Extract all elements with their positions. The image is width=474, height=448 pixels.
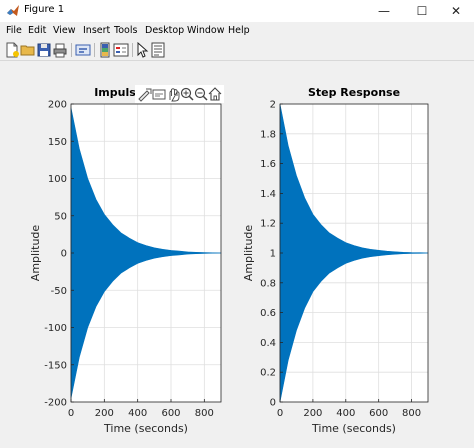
matlab-logo-icon	[7, 5, 19, 16]
menu-file[interactable]: File	[6, 25, 22, 36]
x-axis-label: Time (seconds)	[311, 422, 396, 435]
y-tick-label: 1.6	[260, 159, 276, 170]
x-axis-label: Time (seconds)	[103, 422, 188, 435]
y-tick-label: 100	[48, 174, 67, 185]
axes-toolbar	[135, 85, 224, 103]
restore-view-icon[interactable]	[208, 87, 222, 101]
title-bar: Figure 1 — ☐ ✕	[0, 0, 474, 22]
insert-legend-icon[interactable]	[113, 42, 129, 58]
maximize-icon: ☐	[416, 4, 428, 18]
y-tick-label: -50	[51, 286, 67, 297]
y-tick-label: 1.8	[260, 129, 276, 140]
x-tick-label: 400	[336, 408, 355, 419]
axes-impulse[interactable]: 0 200 400 600 800 -200 -150 -100 -50 0 50 100 150 200…	[29, 85, 224, 435]
window-title: Figure 1	[24, 4, 65, 15]
x-tick-label: 0	[277, 408, 283, 419]
save-icon[interactable]	[36, 42, 52, 58]
close-button[interactable]: ✕	[438, 0, 474, 22]
plots-svg: 0 200 400 600 800-200-150-100-50050100150200…	[29, 85, 429, 435]
chart-title: Impuls	[94, 86, 136, 99]
new-figure-icon[interactable]	[4, 42, 20, 58]
y-tick-label: 0	[61, 249, 67, 260]
x-tick-label: 600	[161, 408, 180, 419]
y-tick-label: -100	[44, 323, 67, 334]
y-tick-label: 1.2	[260, 219, 276, 230]
menu-help[interactable]: Help	[228, 25, 250, 36]
menu-edit[interactable]: Edit	[28, 25, 47, 36]
toolbar-separator	[94, 43, 95, 57]
minimize-button[interactable]: —	[366, 0, 402, 22]
figure-canvas: 0 200 400 600 800 -200 -150 -100 -50 0 50 100 150 200…	[0, 61, 474, 444]
menu-desktop[interactable]: Desktop	[145, 25, 185, 36]
y-tick-label: 50	[54, 211, 67, 222]
open-file-icon[interactable]	[20, 42, 36, 58]
toolbar-separator	[71, 43, 72, 57]
brush-icon[interactable]	[152, 89, 166, 100]
link-plot-icon[interactable]	[75, 42, 91, 58]
figure-toolbar	[0, 40, 474, 61]
menu-tools[interactable]: Tools	[114, 25, 138, 36]
axes-step-response[interactable]: 0 200 400 600 800 0 0.2 0.4 0.6 0.8 1 1.2 1.4 1.6 1.8 2…	[242, 86, 429, 435]
minimize-icon: —	[378, 4, 390, 18]
y-tick-label: 0.2	[260, 368, 276, 379]
zoom-out-icon[interactable]	[194, 87, 208, 101]
maximize-button[interactable]: ☐	[404, 0, 440, 22]
y-tick-label: 1	[270, 249, 276, 260]
x-tick-label: 800	[402, 408, 421, 419]
menu-window[interactable]: Window	[187, 25, 225, 36]
y-tick-label: 200	[48, 100, 67, 111]
y-axis-label: Amplitude	[242, 225, 255, 282]
property-inspector-icon[interactable]	[150, 42, 166, 58]
x-tick-label: 600	[369, 408, 388, 419]
axes-ticks: 0 200 400 600 800 0 0.2 0.4 0.6 0.8 1 1.2 1.4 1.6 1.8 2	[260, 100, 421, 420]
insert-colorbar-icon[interactable]	[97, 42, 113, 58]
y-tick-label: 1.4	[260, 189, 276, 200]
zoom-in-icon[interactable]	[180, 87, 194, 101]
y-tick-label: -150	[44, 360, 67, 371]
menu-bar: File Edit View Insert Tools Desktop Wind…	[0, 22, 474, 40]
menu-view[interactable]: View	[53, 25, 76, 36]
y-tick-label: 150	[48, 137, 67, 148]
chart-title: Step Response	[308, 86, 400, 99]
toolbar-separator	[132, 43, 133, 57]
x-tick-label: 400	[128, 408, 147, 419]
data-tips-icon[interactable]	[138, 88, 152, 102]
x-tick-label: 200	[303, 408, 322, 419]
x-tick-label: 200	[95, 408, 114, 419]
print-icon[interactable]	[52, 42, 68, 58]
y-axis-label: Amplitude	[29, 225, 42, 282]
y-tick-label: -200	[44, 398, 67, 409]
x-tick-label: 800	[195, 408, 214, 419]
y-tick-label: 0.8	[260, 278, 276, 289]
y-tick-label: 0.6	[260, 308, 276, 319]
y-tick-label: 0.4	[260, 338, 276, 349]
menu-insert[interactable]: Insert	[83, 25, 111, 36]
edit-plot-icon[interactable]	[134, 42, 150, 58]
pan-icon[interactable]	[169, 88, 180, 102]
y-tick-label: 0	[270, 398, 276, 409]
y-tick-label: 2	[270, 100, 276, 111]
close-icon: ✕	[450, 4, 462, 18]
axes-ticks: 0 200 400 600 800 -200 -150 -100 -50 0 50 100 150 200	[44, 100, 214, 420]
x-tick-label: 0	[68, 408, 74, 419]
